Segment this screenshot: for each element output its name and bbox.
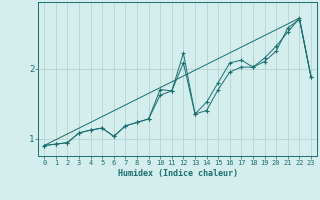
X-axis label: Humidex (Indice chaleur): Humidex (Indice chaleur): [118, 169, 238, 178]
